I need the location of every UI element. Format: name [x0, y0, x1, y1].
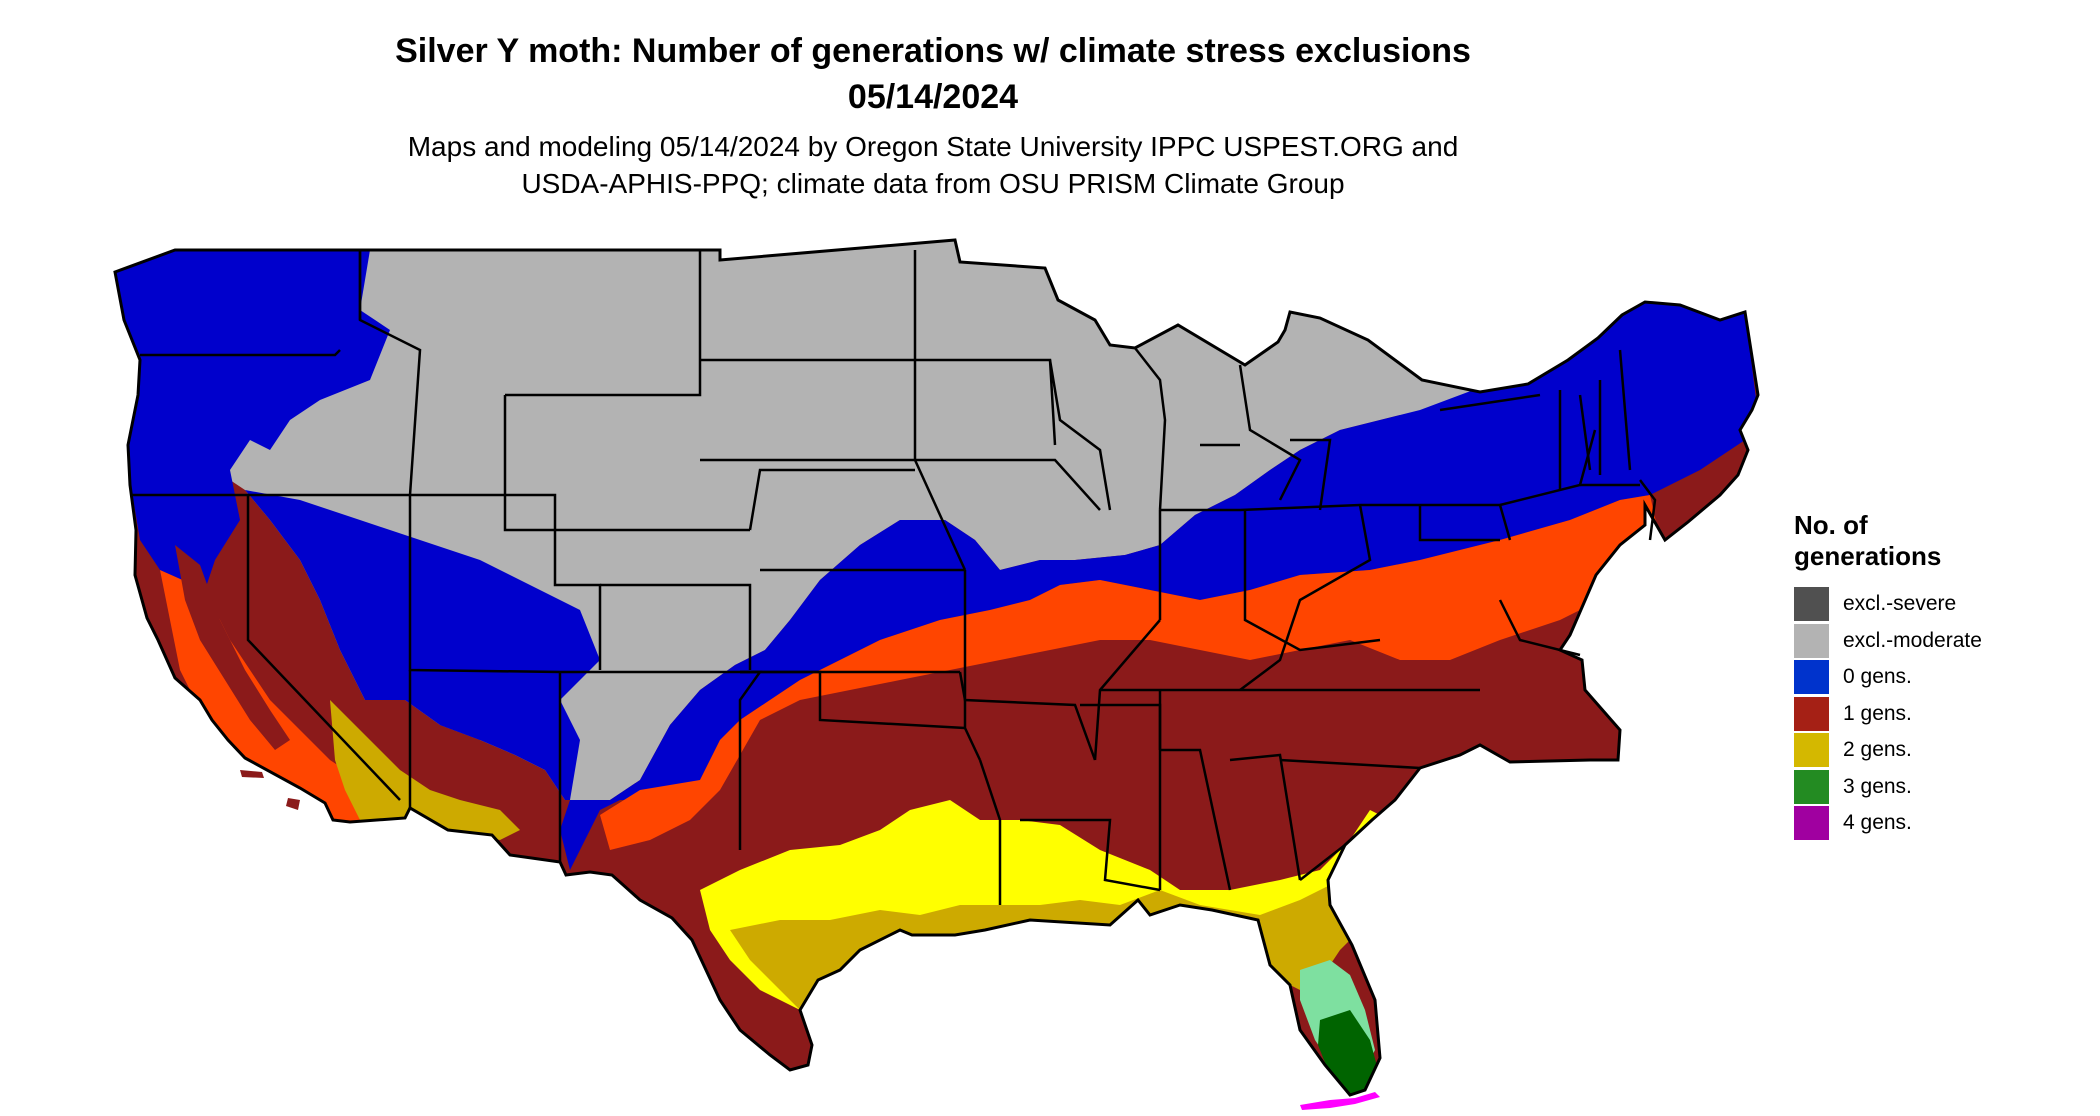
- subtitle-line-2: USDA-APHIS-PPQ; climate data from OSU PR…: [521, 168, 1345, 199]
- legend-item-excl-moderate: excl.-moderate: [1794, 623, 2084, 660]
- legend-title-line-1: No. of: [1794, 510, 1868, 540]
- legend-item-4-gens: 4 gens.: [1794, 805, 2084, 842]
- zone-3-gen-texas: [825, 1015, 875, 1080]
- us-outline: [113, 238, 1760, 1097]
- legend-label: 2 gens.: [1843, 738, 1912, 762]
- legend-item-excl-severe: excl.-severe: [1794, 586, 2084, 623]
- zone-4-gen-keys: [1300, 1092, 1380, 1110]
- legend-label: 0 gens.: [1843, 665, 1912, 689]
- legend-swatch: [1794, 587, 1829, 622]
- zone-1-gen-central-valley: [175, 545, 290, 750]
- legend-title-line-2: generations: [1794, 541, 1942, 571]
- title-date: 05/14/2024: [847, 78, 1019, 116]
- legend-swatch: [1794, 769, 1829, 804]
- map-subtitle: Maps and modeling 05/14/2024 by Oregon S…: [0, 128, 1866, 202]
- legend-label: 4 gens.: [1843, 811, 1912, 835]
- legend-label: 1 gens.: [1843, 701, 1912, 725]
- zone-0-gen-rockies: [250, 250, 390, 450]
- subtitle-line-1: Maps and modeling 05/14/2024 by Oregon S…: [407, 131, 1459, 162]
- channel-islands: [240, 770, 300, 810]
- legend-swatch: [1794, 806, 1829, 841]
- state-borders: [130, 250, 1657, 905]
- legend-swatch: [1794, 696, 1829, 731]
- legend: No. of generations excl.-severe excl.-mo…: [1794, 510, 2084, 842]
- legend-label: excl.-moderate: [1843, 628, 1982, 652]
- zone-0-gen-band: [610, 300, 1758, 800]
- zone-0-gen-southwest: [420, 650, 640, 870]
- legend-item-1-gens: 1 gens.: [1794, 696, 2084, 733]
- zone-1-gen-fringe: [600, 495, 1660, 850]
- zone-2-gen-coast: [730, 860, 1400, 1010]
- legend-swatch: [1794, 623, 1829, 658]
- legend-item-2-gens: 2 gens.: [1794, 732, 2084, 769]
- legend-label: excl.-severe: [1843, 592, 1957, 616]
- zone-0-gen-pacific: [115, 250, 250, 600]
- legend-swatch: [1794, 660, 1829, 695]
- legend-title: No. of generations: [1794, 510, 2084, 572]
- legend-swatch: [1794, 733, 1829, 768]
- legend-item-0-gens: 0 gens.: [1794, 659, 2084, 696]
- legend-label: 3 gens.: [1843, 774, 1912, 798]
- map-title: Silver Y moth: Number of generations w/ …: [0, 28, 1866, 120]
- zone-2-gen-arizona: [330, 700, 520, 840]
- legend-item-3-gens: 3 gens.: [1794, 769, 2084, 806]
- zone-3-gen-light-texas: [810, 985, 880, 1070]
- title-line-1: Silver Y moth: Number of generations w/ …: [395, 32, 1471, 70]
